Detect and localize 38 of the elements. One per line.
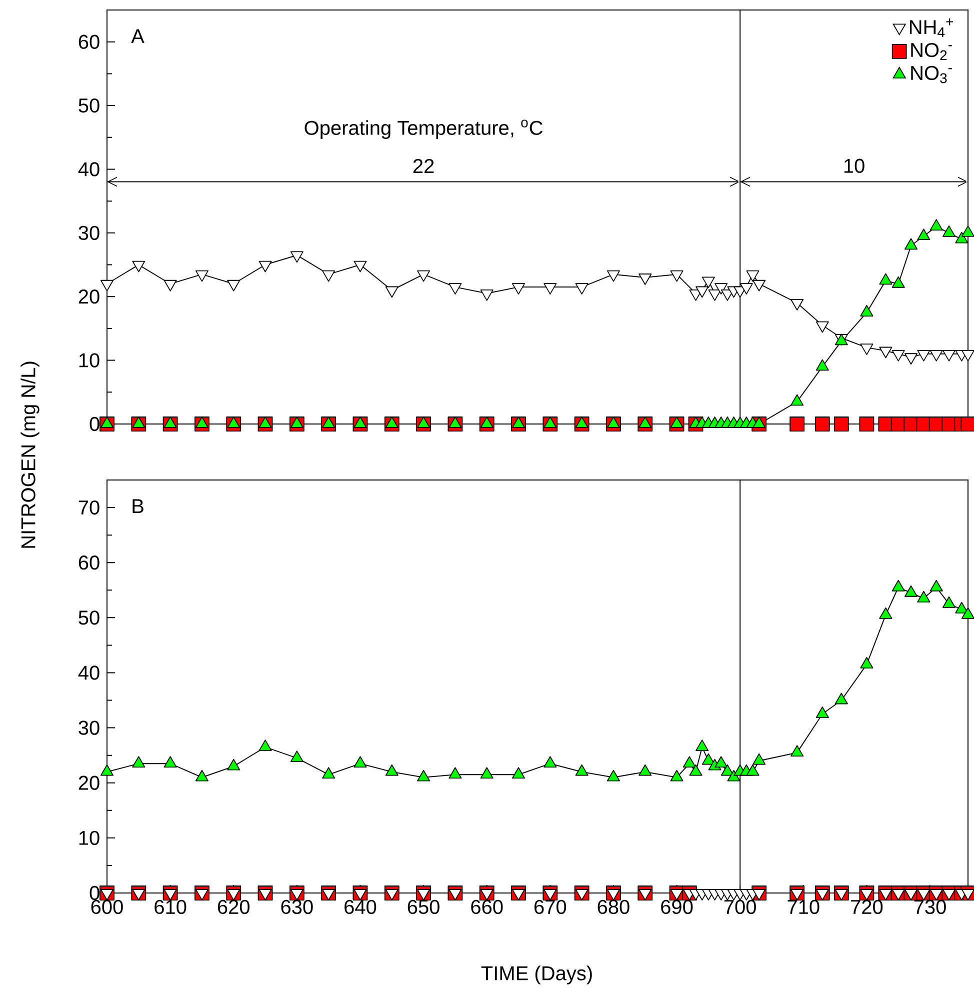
legend-label: NO$_{3}$- [911, 66, 952, 84]
annotation: 10 [844, 158, 864, 173]
y-tick-label: 60 [78, 556, 100, 570]
x-tick-label: 620 [218, 900, 250, 914]
y-tick-label: 70 [78, 500, 100, 515]
y-tick-label: 30 [78, 720, 100, 735]
legend-label: NH$_{4}$+ [910, 18, 953, 38]
text: A [131, 29, 144, 44]
x-axis-title: TIME (Days) [481, 966, 592, 984]
x-tick-label: 680 [598, 900, 630, 914]
y-tick-label: 10 [79, 353, 100, 368]
y-tick-label: 50 [78, 98, 100, 113]
y-axis-title: NITROGEN (mg N/L) [20, 362, 40, 548]
x-tick-label: 720 [851, 900, 883, 914]
y-tick-label: 0 [90, 416, 100, 432]
x-tick-label: 630 [281, 900, 313, 914]
x-tick-label: 640 [344, 900, 376, 914]
x-tick-label: 690 [661, 900, 693, 914]
annotation: 22 [413, 158, 434, 173]
y-tick-label: 30 [78, 226, 100, 240]
y-tick-label: 50 [78, 610, 100, 625]
x-tick-label: 700 [724, 900, 756, 914]
y-tick-label: 40 [78, 162, 100, 176]
legend-label: NO$_{2}$- [911, 42, 952, 60]
y-tick-label: 0 [90, 886, 100, 900]
y-tick-label: 20 [78, 290, 100, 304]
x-tick-label: 670 [534, 900, 566, 914]
x-tick-label: 610 [154, 900, 186, 914]
y-tick-label: 10 [79, 830, 100, 845]
text: B [132, 499, 144, 514]
x-tick-label: 600 [91, 900, 123, 914]
annotation: Operating Temperature, $^{o}$C [304, 120, 543, 139]
x-tick-label: 650 [408, 900, 440, 914]
y-tick-label: 20 [78, 776, 100, 790]
x-tick-label: 660 [471, 900, 503, 914]
y-tick-label: 40 [78, 666, 100, 680]
y-tick-label: 60 [78, 34, 100, 49]
x-tick-label: 710 [788, 900, 820, 914]
